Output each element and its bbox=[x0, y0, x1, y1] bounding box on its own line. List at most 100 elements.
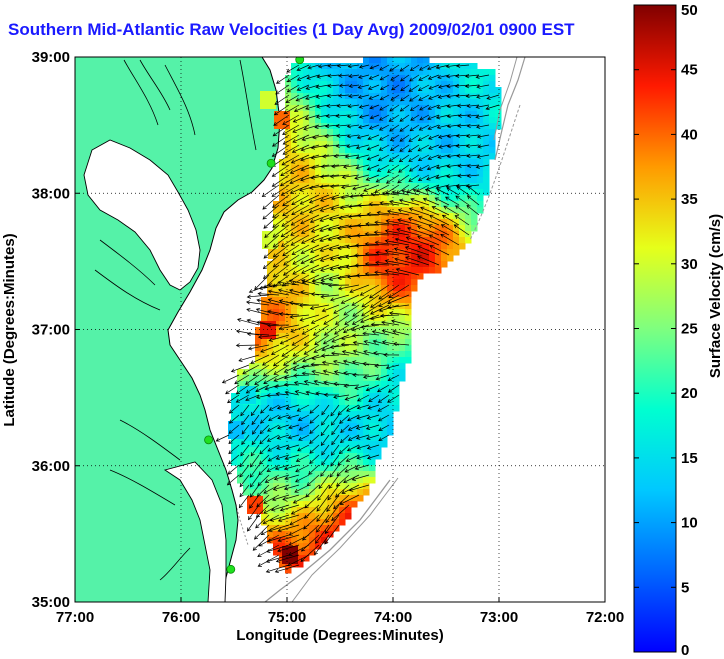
velocity-vector bbox=[325, 504, 340, 524]
velocity-cell bbox=[405, 159, 412, 166]
velocity-cell bbox=[297, 183, 304, 190]
velocity-cell bbox=[369, 357, 376, 364]
velocity-cell bbox=[495, 87, 502, 94]
velocity-vector bbox=[257, 544, 280, 557]
velocity-cell bbox=[429, 75, 436, 82]
velocity-cell bbox=[387, 141, 394, 148]
velocity-vector bbox=[409, 74, 420, 82]
velocity-vector bbox=[466, 195, 480, 206]
velocity-cell bbox=[267, 531, 274, 538]
velocity-vector bbox=[420, 206, 440, 216]
velocity-vector bbox=[340, 294, 360, 304]
velocity-vector bbox=[267, 454, 280, 462]
velocity-vector bbox=[313, 344, 330, 353]
velocity-vector bbox=[273, 114, 290, 126]
velocity-cell bbox=[303, 495, 310, 502]
velocity-cell bbox=[447, 147, 454, 154]
velocity-cell bbox=[387, 219, 394, 226]
velocity-cell bbox=[399, 297, 406, 304]
velocity-cell bbox=[363, 129, 370, 136]
velocity-vector bbox=[227, 464, 240, 475]
velocity-cell bbox=[393, 189, 400, 196]
velocity-vector bbox=[408, 207, 430, 216]
velocity-cell bbox=[363, 291, 370, 298]
velocity-cell bbox=[261, 501, 268, 508]
velocity-cell bbox=[447, 87, 454, 94]
velocity-vector bbox=[249, 464, 260, 478]
velocity-vector bbox=[254, 274, 270, 291]
velocity-vector bbox=[387, 374, 400, 382]
velocity-cell bbox=[333, 417, 340, 424]
velocity-cell bbox=[363, 465, 370, 472]
velocity-cell bbox=[411, 249, 418, 256]
velocity-cell bbox=[381, 225, 388, 232]
velocity-cell bbox=[297, 189, 304, 196]
velocity-cell bbox=[357, 411, 364, 418]
velocity-cell bbox=[279, 513, 286, 520]
velocity-cell bbox=[369, 237, 376, 244]
velocity-cell bbox=[393, 303, 400, 310]
velocity-cell bbox=[435, 267, 442, 274]
velocity-cell bbox=[273, 471, 280, 478]
velocity-cell bbox=[375, 375, 382, 382]
velocity-cell bbox=[459, 63, 466, 70]
velocity-vector bbox=[405, 236, 430, 246]
velocity-vector bbox=[250, 354, 270, 365]
velocity-cell bbox=[303, 555, 310, 562]
velocity-cell bbox=[321, 273, 328, 280]
velocity-vector bbox=[328, 474, 340, 489]
velocity-vector bbox=[262, 204, 280, 220]
velocity-vector bbox=[252, 364, 270, 376]
velocity-vector bbox=[300, 224, 320, 234]
velocity-vector bbox=[399, 134, 410, 142]
velocity-cell bbox=[465, 69, 472, 76]
velocity-cell bbox=[471, 93, 478, 100]
velocity-vector bbox=[408, 134, 420, 142]
velocity-cell bbox=[231, 393, 238, 400]
velocity-cell bbox=[351, 231, 358, 238]
velocity-cell bbox=[297, 105, 304, 112]
velocity-cell bbox=[291, 315, 298, 322]
velocity-cell bbox=[285, 129, 292, 136]
velocity-cell bbox=[273, 267, 280, 274]
velocity-vector bbox=[303, 380, 320, 386]
velocity-cell bbox=[309, 351, 316, 358]
velocity-cell bbox=[387, 75, 394, 82]
velocity-cell bbox=[411, 111, 418, 118]
velocity-cell bbox=[369, 225, 376, 232]
velocity-cell bbox=[405, 261, 412, 268]
velocity-vector bbox=[319, 174, 340, 179]
velocity-cell bbox=[321, 513, 328, 520]
velocity-vector bbox=[346, 444, 360, 452]
velocity-vector bbox=[270, 504, 290, 512]
velocity-cell bbox=[297, 225, 304, 232]
velocity-cell bbox=[381, 297, 388, 304]
velocity-cell bbox=[273, 213, 280, 220]
velocity-vector bbox=[317, 64, 330, 69]
velocity-cell bbox=[375, 273, 382, 280]
velocity-cell bbox=[321, 75, 328, 82]
velocity-cell bbox=[357, 309, 364, 316]
y-tick-label: 39:00 bbox=[32, 49, 70, 66]
velocity-vector bbox=[290, 214, 310, 226]
velocity-vector bbox=[437, 154, 450, 159]
velocity-cell bbox=[429, 159, 436, 166]
velocity-cell bbox=[489, 111, 496, 118]
velocity-cell bbox=[381, 213, 388, 220]
velocity-vector bbox=[344, 394, 360, 401]
velocity-vector bbox=[333, 154, 350, 159]
velocity-vector bbox=[343, 383, 360, 388]
velocity-vector bbox=[364, 261, 390, 267]
velocity-cell bbox=[399, 93, 406, 100]
velocity-cell bbox=[279, 489, 286, 496]
velocity-cell bbox=[417, 171, 424, 178]
velocity-cell bbox=[375, 153, 382, 160]
velocity-vector bbox=[339, 414, 350, 424]
velocity-cell bbox=[231, 459, 238, 466]
velocity-cell bbox=[339, 93, 346, 100]
velocity-cell bbox=[459, 69, 466, 76]
velocity-cell bbox=[333, 99, 340, 106]
velocity-vector bbox=[428, 84, 440, 90]
velocity-cell bbox=[291, 231, 298, 238]
velocity-vector bbox=[391, 190, 410, 196]
